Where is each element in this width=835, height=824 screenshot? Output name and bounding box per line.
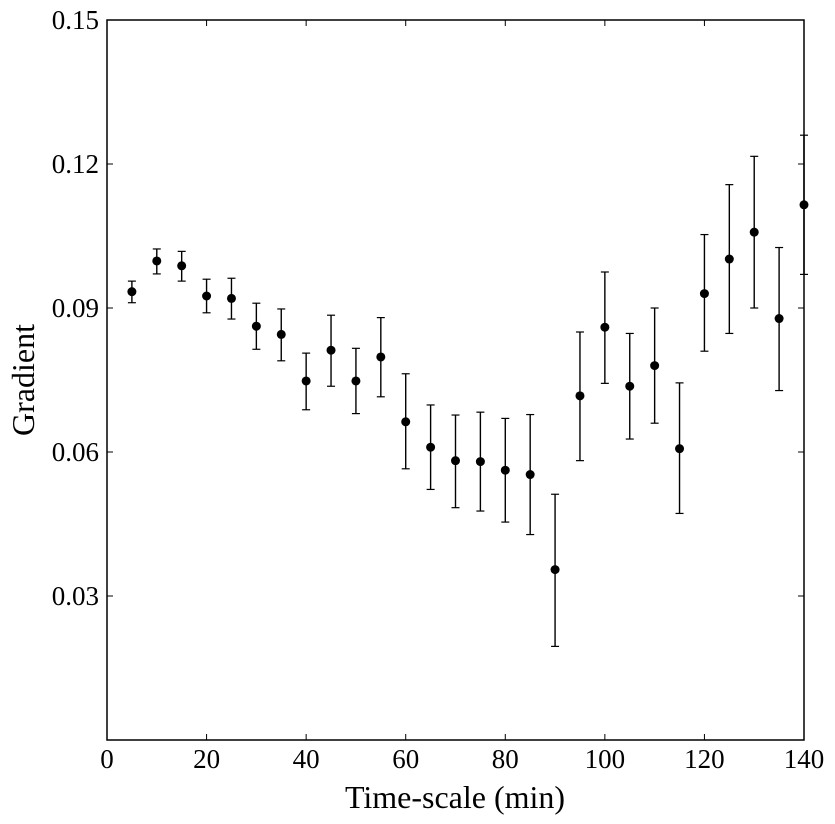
x-axis-label: Time-scale (min) (345, 779, 565, 815)
data-point (401, 417, 411, 427)
x-tick-label: 100 (585, 744, 626, 774)
data-point (525, 470, 535, 480)
data-point (774, 314, 784, 324)
x-tick-label: 60 (392, 744, 419, 774)
y-tick-label: 0.03 (52, 581, 99, 611)
data-point (650, 361, 660, 371)
data-point (426, 442, 436, 452)
points-layer (127, 200, 809, 575)
y-tick-label: 0.06 (52, 437, 99, 467)
data-point (550, 565, 560, 575)
data-point (799, 200, 809, 210)
y-tick-label: 0.12 (52, 149, 99, 179)
data-point (301, 376, 311, 386)
data-point (226, 293, 236, 303)
errorbars-layer (127, 134, 808, 648)
data-point (699, 289, 709, 299)
data-point (500, 465, 510, 475)
data-point (451, 456, 460, 466)
x-tick-label: 40 (293, 744, 320, 774)
data-point (600, 322, 610, 332)
data-point (251, 321, 261, 331)
data-point (376, 352, 386, 362)
data-point (749, 227, 759, 237)
data-point (724, 254, 734, 264)
data-point (202, 291, 212, 301)
plot-frame (106, 19, 805, 741)
data-point (127, 287, 137, 297)
x-tick-label: 80 (492, 744, 519, 774)
data-point (625, 381, 635, 391)
data-point (152, 256, 162, 266)
ticks-layer (106, 19, 805, 740)
data-point (575, 391, 585, 401)
y-tick-label: 0.09 (52, 293, 99, 323)
data-point (276, 329, 286, 339)
x-tick-label: 140 (784, 744, 825, 774)
data-point (475, 457, 485, 467)
data-point (351, 376, 361, 386)
y-axis-label: Gradient (5, 324, 41, 436)
x-tick-label: 0 (100, 744, 114, 774)
x-tick-label: 120 (684, 744, 725, 774)
x-tick-label: 20 (193, 744, 220, 774)
data-point (675, 444, 685, 454)
data-point (177, 261, 187, 271)
y-tick-label: 0.15 (52, 5, 99, 35)
labels-layer: 0 20 40 60 80 100 120 140 0.03 0.06 0.09 0.12 0.15 (52, 5, 825, 774)
data-point (326, 345, 336, 355)
